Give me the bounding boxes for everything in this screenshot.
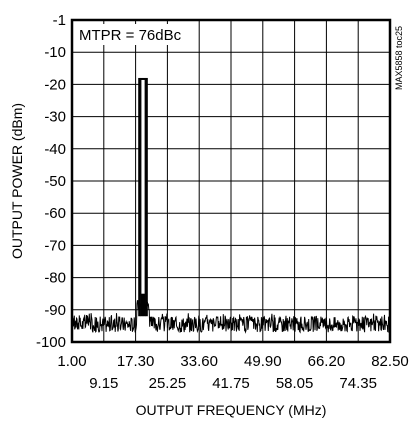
- annotation-background: [75, 24, 187, 45]
- missing-tone-notch: [141, 79, 145, 294]
- tone-bar: [145, 77, 148, 317]
- part-number-label: MAX5858 toc25: [394, 26, 404, 90]
- y-tick-label: -60: [44, 205, 66, 222]
- y-tick-labels: -1 -10 -20 -30 -40 -50 -60 -70 -80 -90 -100: [36, 12, 66, 351]
- y-axis-title: OUTPUT POWER (dBm): [9, 103, 25, 259]
- x-tick-label: 74.35: [339, 375, 377, 392]
- y-tick-label: -70: [44, 237, 66, 254]
- y-tick-label: -30: [44, 109, 66, 126]
- x-tick-label: 66.20: [308, 353, 346, 370]
- x-axis-title: OUTPUT FREQUENCY (MHz): [136, 402, 327, 418]
- y-tick-label: -40: [44, 141, 66, 158]
- x-tick-labels: 1.00 17.30 33.60 49.90 66.20 82.50 9.15 25.25 41…: [57, 353, 408, 392]
- x-tick-label: 1.00: [57, 353, 86, 370]
- x-tick-label: 41.75: [212, 375, 250, 392]
- x-tick-label: 58.05: [276, 375, 314, 392]
- x-tick-label: 25.25: [149, 375, 187, 392]
- x-tick-label: 33.60: [180, 353, 218, 370]
- noise-floor-trace: [71, 300, 391, 334]
- y-tick-label: -80: [44, 270, 66, 287]
- x-tick-label: 49.90: [244, 353, 282, 370]
- mtpr-annotation: MTPR = 76dBc: [79, 27, 182, 44]
- grid-lines: [72, 20, 390, 342]
- spectrum-trace: [71, 77, 391, 334]
- y-tick-label: -10: [44, 44, 66, 61]
- y-tick-label: -1: [53, 12, 66, 29]
- y-tick-label: -90: [44, 302, 66, 319]
- tone-bar: [138, 77, 141, 317]
- x-tick-label: 9.15: [89, 375, 118, 392]
- x-tick-label: 17.30: [117, 353, 155, 370]
- y-tick-label: -100: [36, 334, 66, 351]
- x-tick-label: 82.50: [371, 353, 409, 370]
- y-tick-label: -20: [44, 76, 66, 93]
- y-tick-label: -50: [44, 173, 66, 190]
- plot-frame: [70, 18, 392, 344]
